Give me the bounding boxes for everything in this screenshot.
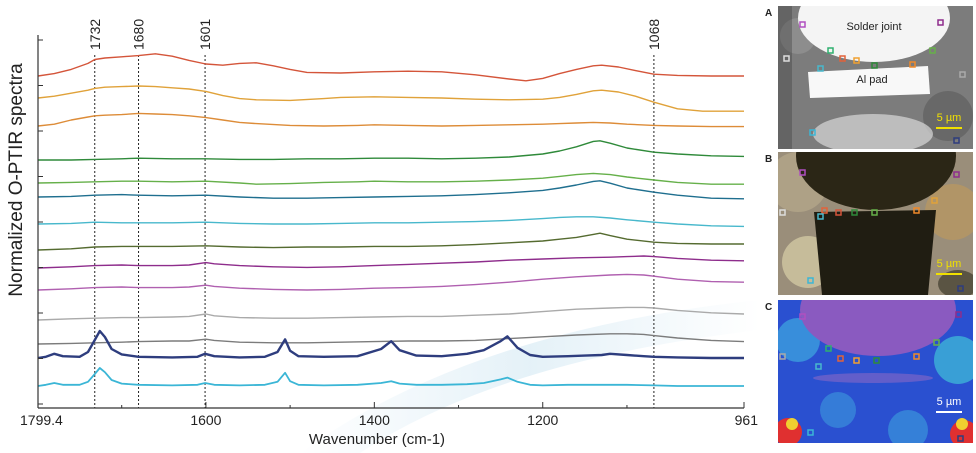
- solder-joint-dark: [796, 152, 956, 210]
- x-tick-label-961: 961: [735, 412, 759, 428]
- axes: 1799.4 1600 1400 1200 961: [20, 35, 758, 428]
- scale-bar-label-c: 5 µm: [937, 396, 962, 408]
- spectrum-line-8: [37, 232, 744, 251]
- reference-lines: 1732 1680 1601 1068: [87, 19, 662, 408]
- solder-joint-map: [800, 300, 956, 356]
- panel-a-letter: A: [765, 8, 773, 19]
- scale-bar-label: 5 µm: [937, 112, 962, 124]
- panel-b-letter: B: [765, 154, 773, 165]
- x-tick-label-1799.4: 1799.4: [20, 412, 63, 428]
- label-solder-joint: Solder joint: [846, 21, 901, 33]
- solder-joint-shape: [798, 6, 950, 62]
- reference-label-1680: 1680: [131, 19, 147, 50]
- spectrum-line-13: [37, 329, 744, 360]
- series-layer: [37, 53, 745, 387]
- reference-label-1732: 1732: [87, 19, 103, 50]
- al-pad-shape: [808, 66, 930, 98]
- spectrum-line-6: [37, 180, 745, 200]
- background-swoosh: [300, 300, 760, 453]
- spectrum-line-7: [37, 216, 745, 228]
- spectrum-line-5: [37, 172, 744, 185]
- x-tick-label-1200: 1200: [527, 412, 558, 428]
- x-axis-label: Wavenumber (cm-1): [309, 431, 445, 448]
- spectrum-line-1: [37, 53, 744, 82]
- x-tick-label-1600: 1600: [190, 412, 221, 428]
- spectrum-line-14: [37, 367, 744, 387]
- panel-c-letter: C: [765, 302, 773, 313]
- scale-bar-label-b: 5 µm: [937, 258, 962, 270]
- panel-c: 5 µm: [778, 300, 973, 443]
- spectrum-line-12: [37, 333, 745, 345]
- spectrum-line-11: [37, 306, 745, 321]
- spectrum-line-9: [37, 255, 745, 269]
- panel-a: Solder joint Al pad 5 µm: [778, 6, 973, 149]
- spectrum-line-3: [37, 112, 744, 128]
- measurement-markers-c: [779, 311, 964, 442]
- measurement-markers: [783, 19, 966, 144]
- panel-b: 5 µm: [778, 152, 973, 295]
- reference-label-1068: 1068: [646, 19, 662, 50]
- al-pad-dark: [814, 210, 936, 295]
- spectra-chart: 1732 1680 1601 1068 1799.4 1600 1400 1200 961 N…: [6, 19, 760, 453]
- spectrum-line-2: [37, 85, 744, 112]
- measurement-markers-b: [779, 169, 964, 292]
- label-al-pad: Al pad: [856, 74, 887, 86]
- spectrum-line-10: [37, 273, 745, 291]
- spectrum-line-4: [38, 140, 745, 161]
- y-axis-label: Normalized O-PTIR spectra: [6, 63, 27, 297]
- x-tick-label-1400: 1400: [359, 412, 390, 428]
- reference-label-1601: 1601: [197, 19, 213, 50]
